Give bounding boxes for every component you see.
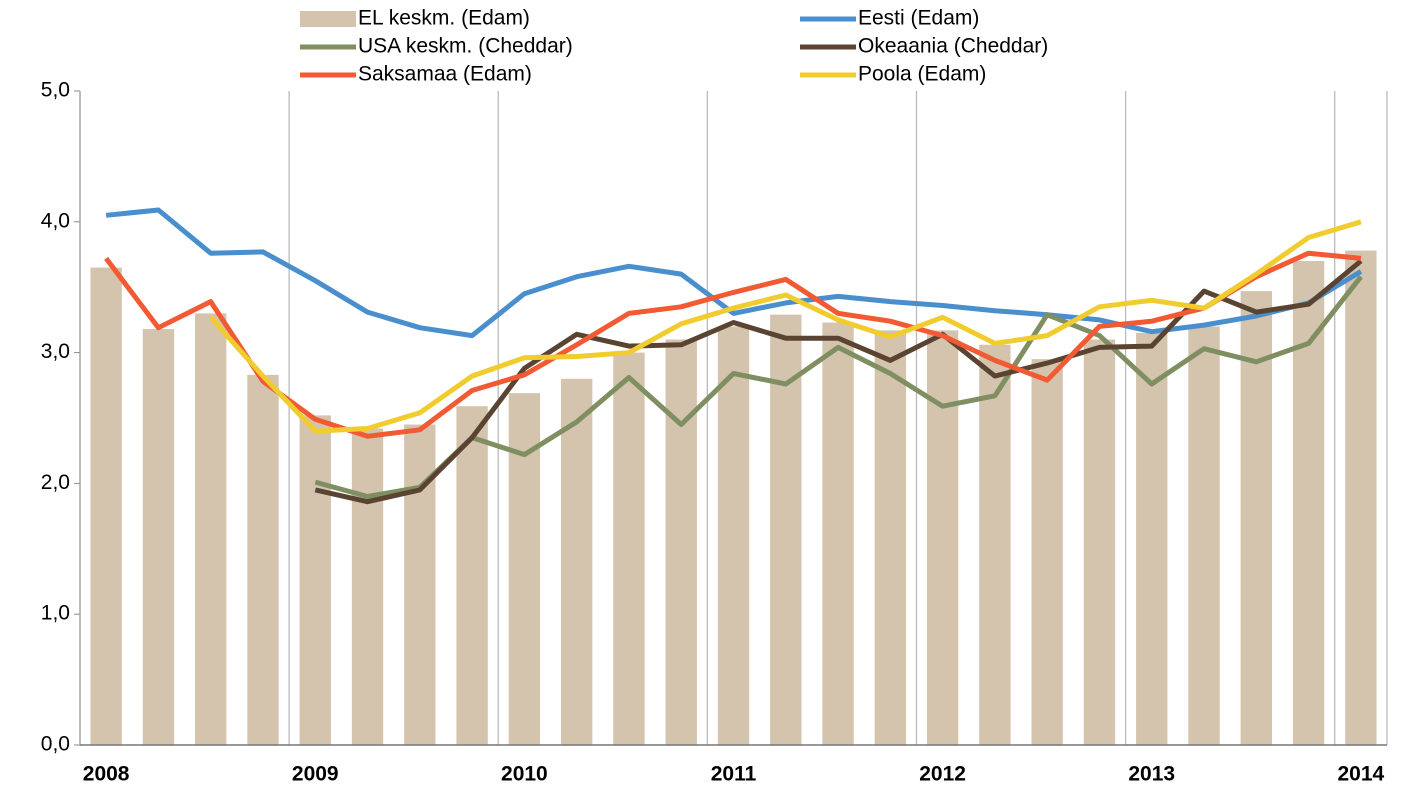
legend-label: Okeaania (Cheddar) xyxy=(858,35,1048,58)
line xyxy=(105,207,1363,339)
bar xyxy=(404,424,436,745)
line xyxy=(208,219,1362,434)
x-tick-label: 2012 xyxy=(919,763,966,786)
bar xyxy=(926,330,959,745)
bar xyxy=(299,415,331,745)
x-tick-label: 2008 xyxy=(83,763,130,786)
y-tick-label: 2,0 xyxy=(41,471,70,494)
y-tick-label: 0,0 xyxy=(41,733,70,756)
bar xyxy=(1345,250,1377,746)
bar xyxy=(1136,332,1168,745)
bar xyxy=(142,329,175,745)
y-tick-label: 3,0 xyxy=(41,340,70,363)
y-tick-label: 4,0 xyxy=(41,209,70,232)
legend-label: Poola (Edam) xyxy=(858,63,986,86)
bar xyxy=(1292,261,1325,745)
bar xyxy=(665,339,697,745)
bar xyxy=(1083,339,1116,745)
x-tick-label: 2010 xyxy=(501,763,548,786)
line xyxy=(104,250,1362,439)
legend-label: EL keskm. (Edam) xyxy=(358,7,530,30)
bar xyxy=(456,406,488,745)
bar xyxy=(613,352,645,745)
line xyxy=(314,259,1363,505)
bar xyxy=(560,378,593,745)
x-tick-label: 2013 xyxy=(1128,763,1175,786)
bar xyxy=(90,267,122,745)
bar xyxy=(874,330,907,745)
bar xyxy=(717,326,750,745)
line xyxy=(314,275,1363,499)
bar xyxy=(1240,291,1272,745)
legend-label: Saksamaa (Edam) xyxy=(358,63,532,86)
bar xyxy=(979,344,1011,745)
bar xyxy=(1188,326,1220,745)
bar xyxy=(822,322,854,745)
y-tick-label: 1,0 xyxy=(41,602,70,625)
y-tick-label: 5,0 xyxy=(41,79,70,102)
x-tick-label: 2011 xyxy=(711,763,757,786)
legend-label: USA keskm. (Cheddar) xyxy=(358,35,573,58)
legend-label: Eesti (Edam) xyxy=(858,7,979,30)
bar xyxy=(351,428,384,745)
bar xyxy=(247,374,279,745)
legend-swatch xyxy=(300,11,356,27)
x-tick-label: 2014 xyxy=(1338,763,1385,786)
bar xyxy=(1031,359,1063,745)
x-tick-label: 2009 xyxy=(292,763,339,786)
bar xyxy=(195,313,227,745)
